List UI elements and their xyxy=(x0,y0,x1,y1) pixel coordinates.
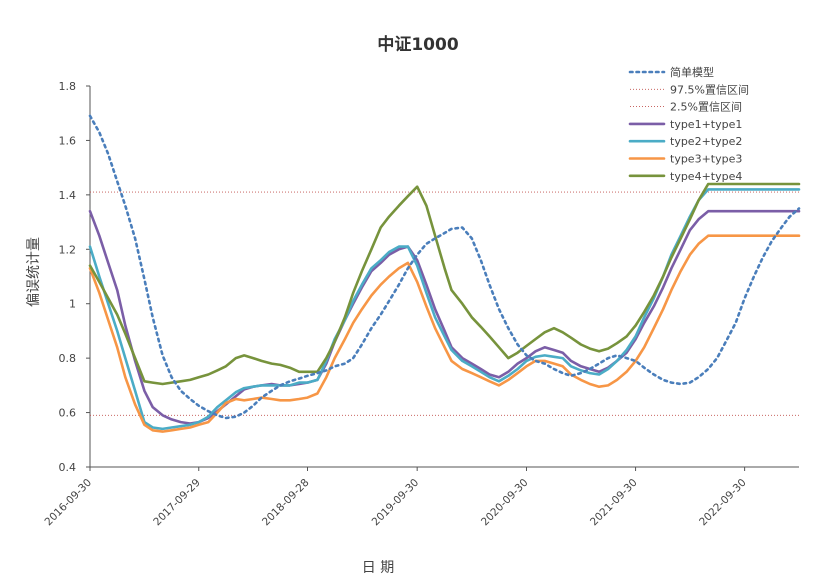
x-axis-label: 日 期 xyxy=(362,560,394,576)
y-tick-label: 0.6 xyxy=(59,407,77,420)
y-tick-label: 0.8 xyxy=(59,352,77,365)
legend-label: 2.5%置信区间 xyxy=(670,101,742,114)
legend-label: type1+type1 xyxy=(670,118,742,131)
legend: 简单模型 97.5%置信区间 2.5%置信区间 type1+type1 type2+ty… xyxy=(628,65,749,183)
y-tick-label: 0.4 xyxy=(59,461,77,474)
legend-label: type2+type2 xyxy=(670,135,742,148)
legend-label: 97.5%置信区间 xyxy=(670,83,749,96)
y-tick-label: 1 xyxy=(69,298,76,311)
legend-label: type3+type3 xyxy=(670,153,742,166)
legend-label: 简单模型 xyxy=(670,65,714,79)
y-tick-label: 1.4 xyxy=(59,189,77,202)
series-line-6 xyxy=(88,234,801,433)
y-tick-label: 1.6 xyxy=(59,134,77,147)
series-line-7 xyxy=(88,182,801,386)
y-tick-label: 1.8 xyxy=(59,80,77,93)
chart-title: 中证1000 xyxy=(377,34,458,55)
series-line-1 xyxy=(88,114,801,420)
y-tick-label: 1.2 xyxy=(59,243,77,256)
y-axis-label: 偏误统计量 xyxy=(26,237,42,307)
series-lines xyxy=(88,114,801,433)
legend-label: type4+type4 xyxy=(670,170,742,183)
